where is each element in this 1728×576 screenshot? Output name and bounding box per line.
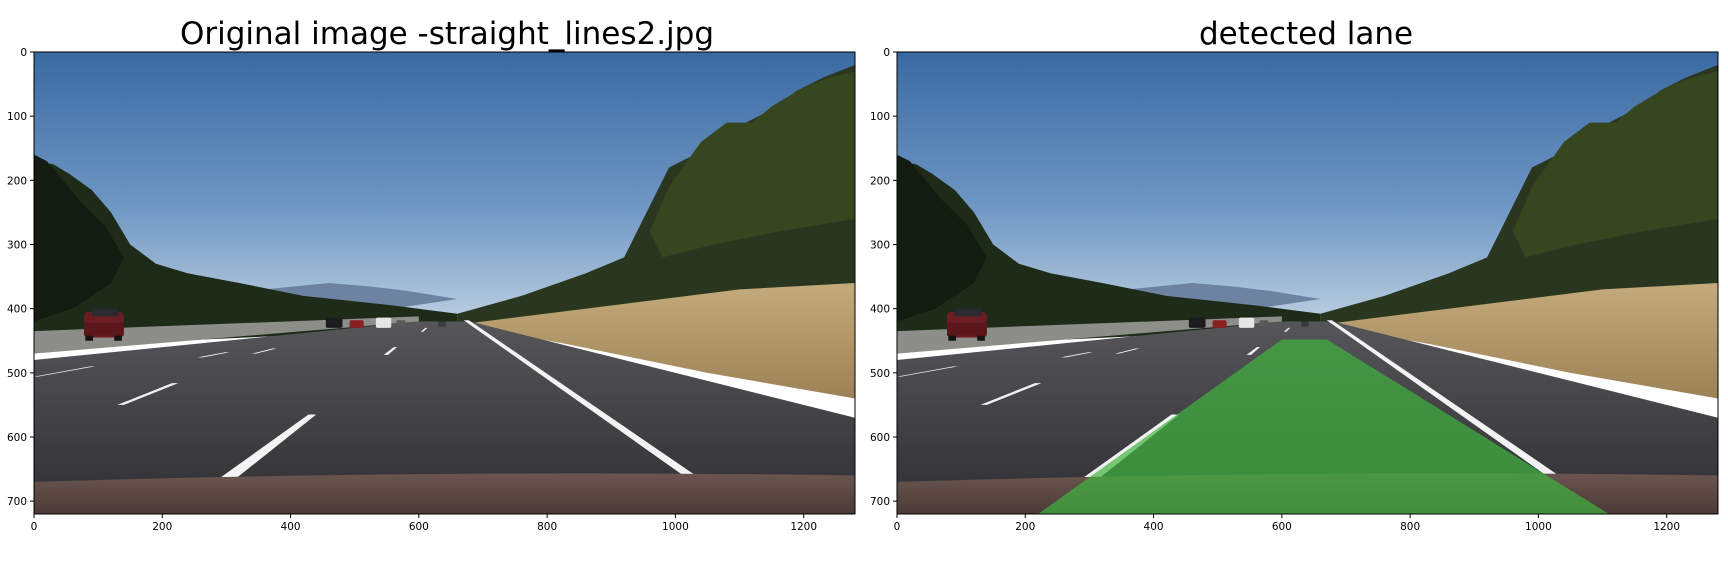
y-tick-label-original: 400	[7, 304, 27, 316]
x-tick-label-original: 1200	[790, 521, 817, 533]
x-tick-label-detected: 400	[1144, 521, 1164, 533]
x-tick-label-original: 1000	[662, 521, 689, 533]
y-tick-label-original: 300	[7, 240, 27, 252]
y-tick-label-detected: 500	[870, 368, 890, 380]
axes-frame-original	[33, 51, 856, 515]
x-tick-label-original: 200	[152, 521, 172, 533]
y-tick-label-original: 700	[7, 496, 27, 508]
axes-frame-detected	[896, 51, 1719, 515]
x-tick-label-original: 0	[31, 521, 38, 533]
y-tick-label-original: 500	[7, 368, 27, 380]
x-tick-label-original: 600	[409, 521, 429, 533]
y-tick-label-original: 600	[7, 432, 27, 444]
y-tick-label-original: 100	[7, 111, 27, 123]
y-tick-label-detected: 100	[870, 111, 890, 123]
y-tick-label-detected: 0	[883, 47, 890, 59]
lane-overlay-polygon	[1038, 339, 1609, 514]
x-tick-label-detected: 200	[1015, 521, 1035, 533]
panel-title-original: Original image -straight_lines2.jpg	[179, 16, 715, 52]
y-tick-label-original: 0	[20, 47, 27, 59]
y-tick-label-original: 200	[7, 175, 27, 187]
x-tick-label-detected: 600	[1272, 521, 1292, 533]
y-tick-label-detected: 600	[870, 432, 890, 444]
x-tick-label-detected: 800	[1400, 521, 1420, 533]
x-tick-label-detected: 1000	[1525, 521, 1552, 533]
original-road-image	[34, 52, 855, 514]
x-tick-label-detected: 1200	[1653, 521, 1680, 533]
x-tick-label-original: 800	[537, 521, 557, 533]
x-tick-label-original: 400	[281, 521, 301, 533]
x-tick-label-detected: 0	[894, 521, 901, 533]
y-tick-label-detected: 200	[870, 175, 890, 187]
panel-title-detected-lane: detected lane	[1198, 16, 1414, 52]
y-tick-label-detected: 400	[870, 304, 890, 316]
y-tick-label-detected: 700	[870, 496, 890, 508]
y-tick-label-detected: 300	[870, 240, 890, 252]
detected-lane-image	[897, 52, 1718, 514]
